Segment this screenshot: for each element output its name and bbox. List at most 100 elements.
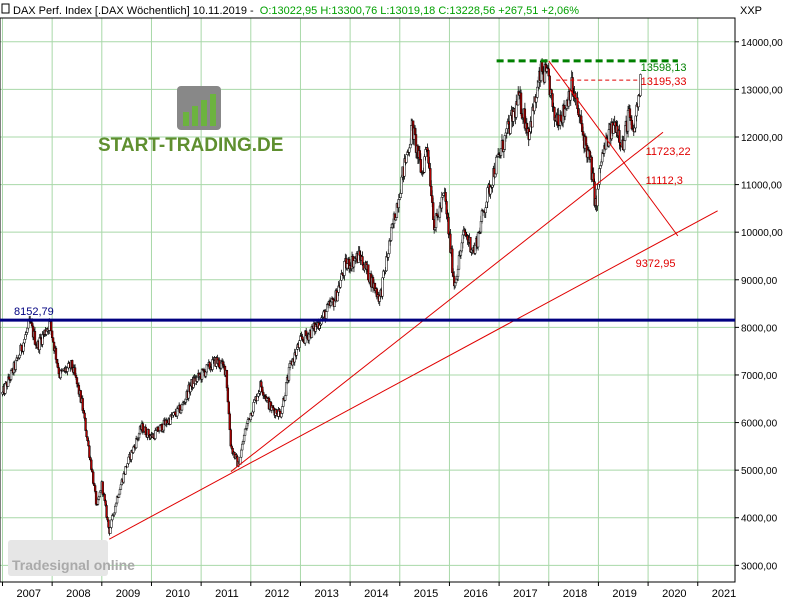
y-axis: 14000,00 13000,00 12000,00 11000,00 10000,00…: [735, 38, 783, 572]
candle-body: [154, 430, 157, 439]
candle-body: [50, 321, 53, 332]
candle-body: [87, 440, 90, 447]
x-tick-label: 2020: [662, 588, 686, 600]
watermark-text: Tradesignal online: [12, 557, 135, 573]
candle-body: [457, 255, 461, 270]
candle-body: [252, 402, 255, 413]
candle-body: [50, 330, 54, 338]
trendline-mid-uptrend: [230, 131, 664, 472]
candle-body: [456, 268, 460, 277]
candle-body: [93, 485, 97, 492]
x-axis: 2007 2008 2009 2010 2011 2012 2013 2014 2015 2016…: [1, 582, 736, 600]
candles: [1, 58, 642, 536]
chart-header: DAX Perf. Index [.DAX Wöchentlich] 10.11…: [1, 3, 762, 17]
candle-body: [298, 340, 301, 348]
candle-body: [408, 147, 411, 153]
candle-body: [51, 337, 55, 343]
x-tick-label: 2016: [463, 588, 487, 600]
candle-body: [399, 193, 402, 198]
candle-body: [367, 264, 370, 281]
candle-body: [495, 156, 498, 175]
header-prefix: DAX Perf. Index [.DAX Wöchentlich] 10.11…: [13, 5, 254, 17]
collapse-icon[interactable]: [1, 3, 10, 14]
candle-body: [550, 89, 553, 94]
candle-body: [284, 395, 287, 401]
candle-body: [98, 491, 102, 498]
annotation-label: 11723,22: [646, 146, 691, 158]
y-tick-label: 5000,00: [741, 466, 778, 477]
candle-body: [637, 95, 640, 108]
candle-body: [547, 68, 550, 77]
annotation-label: 11112,3: [646, 175, 683, 187]
y-tick-label: 3000,00: [741, 561, 778, 572]
x-tick-label: 2008: [66, 588, 90, 600]
plot-frame: [0, 17, 736, 583]
candle-body: [23, 339, 26, 344]
candle-body: [596, 188, 599, 207]
candle-body: [476, 231, 480, 248]
y-tick-label: 4000,00: [741, 514, 778, 525]
y-tick-label: 12000,00: [741, 133, 783, 144]
overlays: 8152,79 13598,13 13195,33 11723,22 11112,3 93…: [0, 59, 735, 540]
candle-body: [85, 430, 88, 437]
candle-body: [639, 74, 642, 96]
candle-body: [92, 471, 95, 484]
resistance-label: 13598,13: [641, 62, 687, 74]
candle-body: [623, 140, 626, 151]
x-tick-label: 2021: [712, 588, 736, 600]
trendline-long-uptrend: [109, 210, 718, 540]
candle-body: [218, 359, 221, 368]
candle-body: [381, 277, 384, 297]
candle-body: [94, 491, 98, 505]
annotation-label: 9372,95: [636, 258, 676, 270]
candle-body: [419, 159, 422, 173]
candle-body: [18, 354, 21, 359]
candle-body: [84, 417, 87, 431]
candle-body: [295, 349, 298, 356]
candle-body: [74, 374, 78, 378]
candle-body: [114, 505, 117, 514]
x-tick-label: 2007: [16, 588, 40, 600]
x-tick-label: 2009: [116, 588, 140, 600]
candle-body: [484, 207, 487, 213]
candle-body: [54, 347, 58, 360]
y-tick-label: 7000,00: [741, 371, 778, 382]
candle-body: [447, 216, 450, 235]
candle-body: [14, 360, 18, 370]
candle-body: [242, 435, 246, 442]
x-tick-label: 2012: [265, 588, 289, 600]
candle-body: [325, 311, 328, 319]
candle-body: [226, 387, 230, 403]
candle-body: [117, 493, 121, 498]
x-tick-label: 2019: [612, 588, 636, 600]
candle-body: [626, 109, 630, 132]
logo-text: START-TRADING.DE: [98, 135, 283, 156]
candle-body: [405, 154, 408, 163]
candle-body: [83, 412, 86, 419]
candle-body: [243, 428, 247, 436]
candle-body: [618, 130, 621, 143]
y-tick-label: 11000,00: [741, 181, 782, 192]
candle-body: [118, 489, 122, 495]
x-tick-label: 2010: [165, 588, 189, 600]
y-tick-label: 13000,00: [741, 85, 783, 96]
candle-body: [241, 443, 244, 451]
header-ohlc: O:13022,95 H:13300,76 L:13019,18 C:13228…: [260, 5, 579, 17]
candle-body: [435, 213, 439, 217]
candle-body: [394, 217, 398, 221]
candle-body: [9, 370, 13, 380]
candle-body: [563, 108, 567, 117]
candle-body: [240, 449, 243, 458]
x-tick-label: 2011: [215, 588, 239, 600]
candle-body: [339, 279, 342, 288]
support-label: 8152,79: [14, 306, 54, 318]
x-tick-label: 2018: [563, 588, 587, 600]
candle-body: [390, 227, 393, 241]
candle-body: [229, 429, 232, 447]
y-tick-label: 6000,00: [741, 419, 778, 430]
level-label: 13195,33: [641, 76, 687, 88]
candle-body: [105, 505, 108, 518]
x-tick-label: 2015: [414, 588, 438, 600]
x-tick-label: 2017: [513, 588, 537, 600]
